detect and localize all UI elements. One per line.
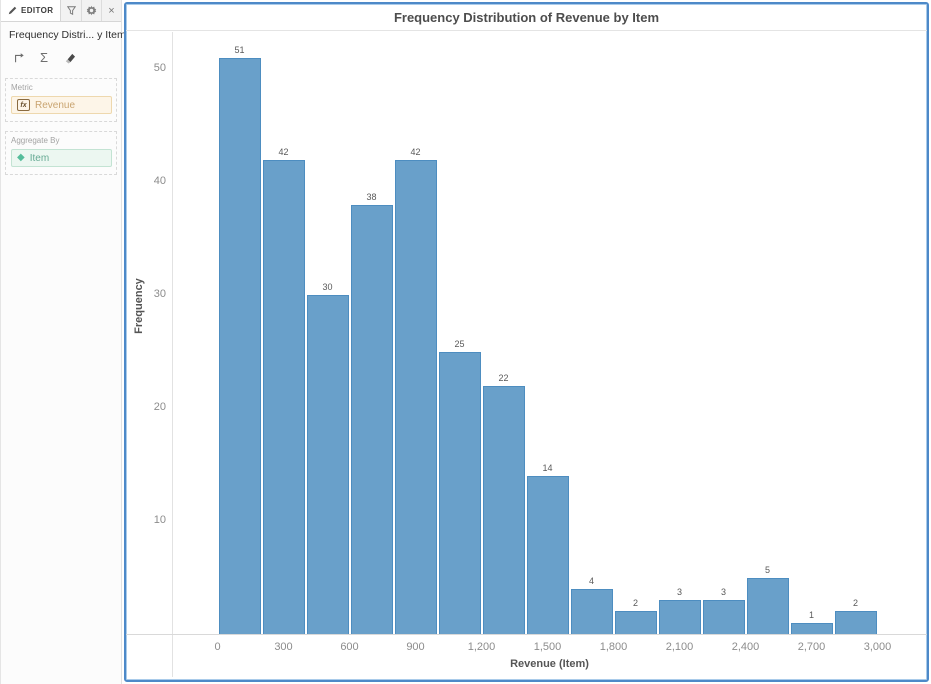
x-tick-label: 1,500: [533, 641, 562, 653]
histogram-bar[interactable]: [482, 385, 525, 634]
y-tick-label: 40: [153, 175, 166, 188]
aggregate-by-label: Aggregate By: [11, 136, 60, 145]
histogram-bar[interactable]: [306, 295, 349, 634]
x-tick-label: 1,200: [467, 641, 496, 653]
histogram-bar[interactable]: [438, 351, 481, 634]
x-tick-label: 3,000: [863, 641, 892, 653]
tab-filter[interactable]: [61, 0, 82, 21]
histogram-bar[interactable]: [790, 622, 833, 634]
chart-titlebar: Frequency Distribution of Revenue by Ite…: [126, 4, 927, 31]
close-icon[interactable]: ×: [102, 0, 121, 21]
gear-icon: [86, 5, 97, 16]
y-axis-line: [172, 32, 173, 677]
bar-value-label: 51: [234, 45, 245, 55]
x-tick-label: 300: [274, 641, 293, 653]
bar-value-label: 1: [808, 609, 814, 620]
widget-toolbar: Σ: [1, 45, 121, 74]
x-tick-label: 900: [406, 641, 425, 653]
x-tick-label: 600: [340, 641, 359, 653]
bar-value-label: 3: [676, 587, 682, 598]
x-tick-label: 2,700: [797, 641, 826, 653]
widget-title-row: Frequency Distri... y Item ⋮: [1, 22, 138, 45]
bar-value-label: 22: [498, 372, 509, 383]
bar-value-label: 14: [542, 462, 553, 473]
bar-value-label: 4: [588, 575, 594, 586]
plot-area: Frequency Revenue (Item) 51 42 30 38 42 25 22 1…: [126, 32, 927, 680]
y-tick-label: 50: [153, 62, 166, 75]
bar-value-label: 42: [278, 146, 289, 157]
histogram-bar[interactable]: [746, 577, 789, 634]
y-tick-label: 20: [153, 401, 166, 414]
histogram-bar[interactable]: [218, 58, 261, 634]
chart-window: Frequency Distribution of Revenue by Ite…: [124, 2, 929, 682]
bar-value-label: 2: [632, 598, 638, 609]
bar-value-label: 2: [852, 598, 858, 609]
tab-settings[interactable]: [82, 0, 102, 21]
x-tick-label: 0: [214, 641, 221, 653]
histogram-bar[interactable]: [702, 600, 745, 634]
corner-arrow-icon[interactable]: [13, 52, 25, 64]
bar-value-label: 38: [366, 191, 377, 202]
aggregate-by-field[interactable]: ◆ Item: [11, 149, 112, 167]
histogram-bar[interactable]: [262, 159, 305, 634]
bar-value-label: 42: [410, 146, 421, 157]
diamond-icon: ◆: [17, 152, 25, 163]
tab-editor[interactable]: EDITOR: [1, 0, 62, 21]
aggregate-by-group: Aggregate By ◆ Item: [5, 131, 117, 175]
aggregate-by-value: Item: [29, 152, 50, 164]
histogram-bar[interactable]: [394, 159, 437, 634]
metric-field[interactable]: fx Revenue: [11, 96, 112, 114]
histogram-bar[interactable]: [834, 611, 877, 634]
editor-panel: EDITOR × Frequency Distri... y Item ⋮: [0, 0, 138, 684]
close-glyph: ×: [108, 4, 115, 17]
tab-editor-label: EDITOR: [21, 6, 54, 15]
filter-icon: [66, 6, 76, 15]
histogram-bar[interactable]: [658, 600, 701, 634]
histogram-bar[interactable]: [526, 475, 569, 634]
histogram-bar[interactable]: [614, 611, 657, 634]
eraser-icon[interactable]: [63, 52, 76, 64]
x-axis-title: Revenue (Item): [510, 658, 589, 670]
metric-label: Metric: [11, 83, 33, 92]
pencil-icon: [8, 6, 17, 15]
editor-tabbar: EDITOR ×: [1, 0, 121, 22]
metric-value: Revenue: [35, 99, 76, 111]
x-tick-label: 1,800: [599, 641, 628, 653]
metric-group: Metric fx Revenue: [5, 78, 117, 122]
y-tick-label: 30: [153, 288, 166, 301]
histogram-bar[interactable]: [350, 204, 393, 634]
x-tick-label: 2,400: [731, 641, 760, 653]
y-axis-title: Frequency: [133, 278, 145, 334]
y-tick-label: 10: [153, 514, 166, 527]
bar-value-label: 30: [322, 282, 333, 293]
fx-icon: fx: [17, 99, 30, 111]
x-axis-line: [126, 634, 927, 635]
bar-value-label: 3: [720, 587, 726, 598]
sigma-icon[interactable]: Σ: [40, 50, 49, 65]
bar-value-label: 5: [764, 564, 770, 575]
chart-title: Frequency Distribution of Revenue by Ite…: [393, 9, 660, 25]
bar-value-label: 25: [454, 338, 465, 349]
histogram-bar[interactable]: [570, 588, 613, 634]
widget-title: Frequency Distri... y Item: [9, 29, 126, 41]
x-tick-label: 2,100: [665, 641, 694, 653]
